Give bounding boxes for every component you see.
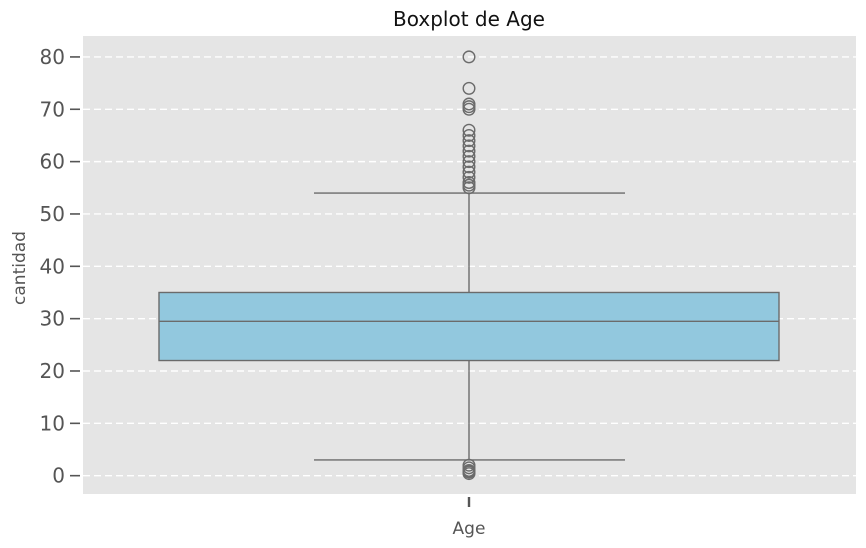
x-axis: Age	[453, 497, 486, 539]
y-axis-label: cantidad	[10, 231, 30, 305]
outliers	[462, 50, 476, 481]
box-age	[158, 192, 780, 461]
chart-title: Boxplot de Age	[393, 7, 545, 31]
outlier-point-16	[462, 134, 476, 148]
y-axis: 0 10 20 30 40 50 60 70 80	[40, 45, 80, 488]
outlier-point-14	[462, 144, 476, 158]
outlier-point-15	[462, 139, 476, 153]
y-tick-label-80: 80	[40, 45, 65, 69]
outlier-point-5	[462, 458, 476, 472]
y-tick-label-0: 0	[52, 464, 65, 488]
outlier-point-11	[462, 160, 476, 174]
y-tick-label-30: 30	[40, 307, 65, 331]
outlier-point-13	[462, 149, 476, 163]
y-tick-label-70: 70	[40, 97, 65, 121]
outlier-point-23	[462, 50, 476, 64]
outlier-point-10	[462, 165, 476, 179]
y-tick-label-40: 40	[40, 254, 65, 278]
x-tick-label-age: Age	[453, 519, 486, 539]
outlier-point-9	[462, 170, 476, 184]
iqr-box	[158, 291, 780, 362]
y-tick-label-60: 60	[40, 150, 65, 174]
outlier-point-21	[462, 97, 476, 111]
outlier-point-12	[462, 155, 476, 169]
y-tick-label-10: 10	[40, 411, 65, 435]
outlier-point-17	[462, 128, 476, 142]
outlier-point-8	[462, 176, 476, 190]
y-tick-label-50: 50	[40, 202, 65, 226]
y-tick-label-20: 20	[40, 359, 65, 383]
outlier-point-18	[462, 123, 476, 137]
outlier-point-22	[462, 81, 476, 95]
